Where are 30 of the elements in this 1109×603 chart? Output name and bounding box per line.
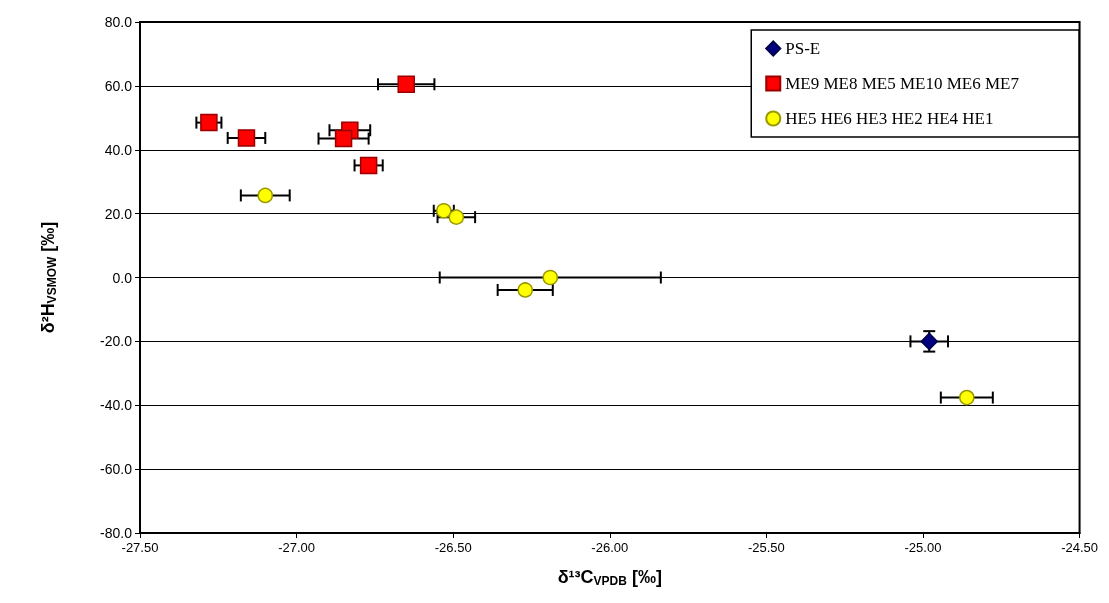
x-tick-label: -25.00	[904, 540, 942, 555]
y-tick-label: -60.0	[100, 461, 133, 478]
y-tick-label: -40.0	[100, 397, 133, 414]
point	[237, 129, 256, 147]
y-tick-label: 40.0	[104, 141, 133, 158]
x-tick-label: -27.00	[278, 540, 316, 555]
y-tick-label: 20.0	[104, 205, 133, 222]
point	[542, 269, 559, 286]
point	[334, 129, 353, 148]
point	[959, 389, 975, 406]
point	[448, 209, 465, 225]
point	[397, 75, 415, 94]
y-tick-label: -20.0	[100, 333, 133, 350]
point	[200, 113, 218, 132]
legend-label: PS-E	[785, 39, 821, 58]
y-tick-label: 80.0	[104, 14, 133, 30]
point	[517, 282, 533, 298]
legend-label: HE5 HE6 HE3 HE2 HE4 HE1	[785, 109, 994, 128]
x-tick-label: -26.50	[434, 540, 472, 555]
point	[257, 187, 274, 204]
y-tick-label: 60.0	[104, 77, 133, 94]
y-tick-label: -80.0	[100, 525, 133, 541]
point	[359, 156, 378, 175]
point	[436, 203, 452, 219]
x-tick-label: -24.50	[1061, 540, 1099, 555]
y-tick-label: 0.0	[112, 269, 133, 286]
x-tick-label: -27.50	[121, 540, 159, 555]
legend-label: ME9 ME8 ME5 ME10 ME6 ME7	[785, 74, 1020, 93]
x-tick-label: -26.00	[591, 540, 629, 555]
x-tick-label: -25.50	[747, 540, 785, 555]
